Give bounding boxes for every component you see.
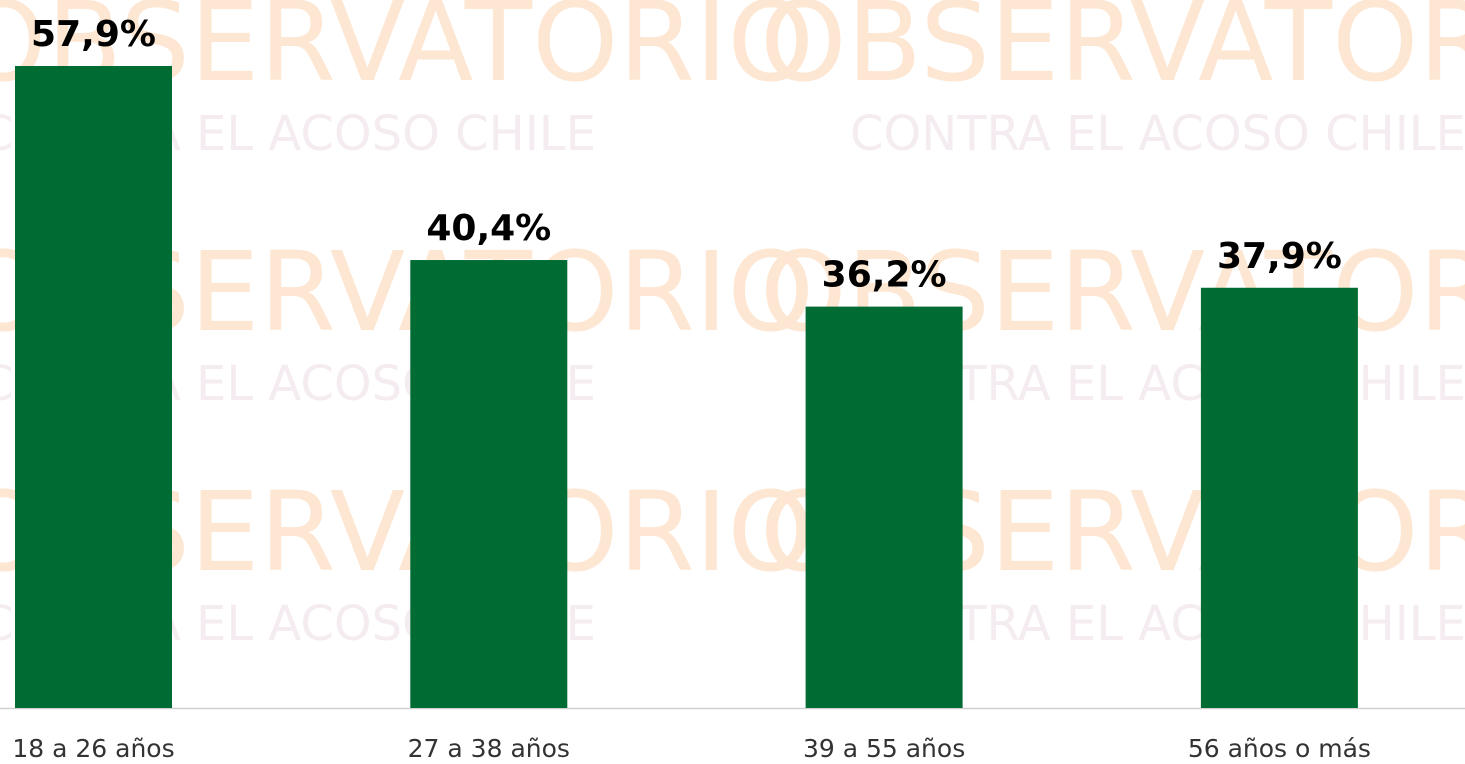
- bar: [1200, 287, 1358, 708]
- x-tick-label: 27 a 38 años: [408, 734, 570, 763]
- x-tick-label: 56 años o más: [1188, 734, 1371, 763]
- watermark-title: OBSERVATORIO: [760, 0, 1465, 106]
- value-label: 37,9%: [1217, 236, 1342, 277]
- value-label: 40,4%: [426, 208, 551, 249]
- value-label: 36,2%: [822, 255, 947, 296]
- value-label: 57,9%: [31, 14, 156, 55]
- x-tick-label: 39 a 55 años: [803, 734, 965, 763]
- watermark-subtitle: CONTRA EL ACOSO CHILE: [850, 106, 1465, 162]
- bar: [15, 66, 172, 708]
- bar: [805, 306, 963, 708]
- x-tick-label: 18 a 26 años: [12, 734, 174, 763]
- bar: [410, 260, 568, 708]
